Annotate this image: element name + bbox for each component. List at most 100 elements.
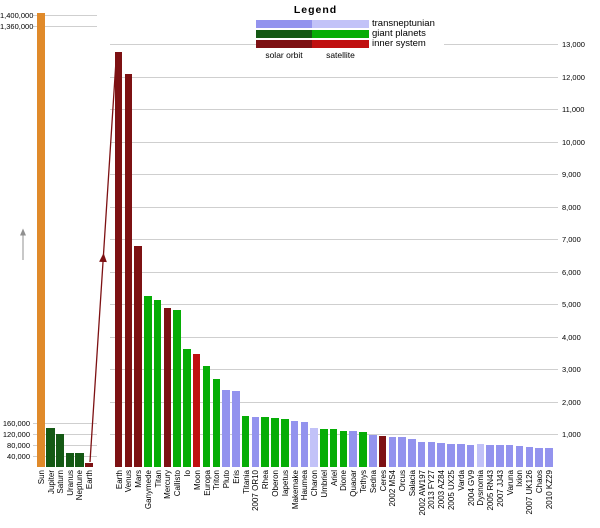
bar-dione [339, 430, 348, 467]
bar-europa [202, 365, 211, 467]
category-label: 2005 UX25 [447, 470, 457, 511]
legend-swatch-solar-orbit [256, 20, 312, 28]
bar-orcus [398, 437, 406, 467]
category-label: 2003 AZ84 [437, 470, 447, 509]
category-label: Eris [231, 470, 241, 484]
category-label: Ceres [378, 470, 388, 492]
category-label: Triton [212, 470, 222, 491]
gridline [110, 174, 558, 175]
gridline [110, 336, 558, 338]
bar-titania [241, 415, 250, 467]
y-axis-tick-left: 80,000 [7, 440, 30, 450]
category-label: Tethys [359, 470, 368, 494]
category-label: Haumea [300, 470, 310, 501]
category-label: Makemake [290, 470, 300, 510]
gridline [33, 422, 97, 424]
category-label: 2013 FY27 [427, 470, 437, 510]
bar-chaos [535, 447, 543, 467]
y-axis-tick-left: 1,360,000 [0, 21, 34, 31]
gridline [33, 455, 97, 457]
bar-oberon [271, 417, 279, 467]
legend-swatch-satellite [312, 40, 369, 48]
category-label: Chaos [535, 470, 545, 494]
category-label: Pluto [222, 470, 232, 489]
bar-titan [153, 299, 162, 467]
bar-moon [192, 354, 201, 467]
y-axis-tick-right: 6,000 [562, 267, 581, 277]
bar-saturn [55, 433, 65, 467]
bar-earth [114, 52, 123, 467]
y-axis-tick-right: 13,000 [562, 40, 585, 49]
category-label: Uranus [65, 470, 75, 496]
category-label: 2004 GV9 [466, 470, 476, 507]
category-label: 2007 JJ43 [495, 470, 505, 507]
category-label: Quaoar [349, 470, 359, 497]
legend-swatch-satellite [312, 20, 369, 28]
bar-sun [36, 13, 46, 467]
legend-row-label: giant planets [369, 29, 426, 39]
bar-ixion [515, 445, 524, 467]
bar-varuna [505, 445, 514, 467]
category-label: Salacia [407, 470, 417, 497]
legend-row-label: inner system [369, 39, 426, 49]
bar-varda [457, 444, 465, 467]
category-label: 2007 OR10 [251, 470, 261, 511]
bar-2002-aw197 [417, 442, 426, 467]
category-label: Titania [241, 470, 251, 494]
gridline [110, 271, 558, 273]
bar-dysnomia [476, 444, 485, 467]
gridline [110, 369, 558, 370]
category-label: 2002 AW197 [417, 470, 427, 516]
y-axis-tick-right: 7,000 [562, 235, 581, 244]
gridline [33, 25, 97, 27]
category-label: Dysnomia [476, 470, 486, 506]
category-label: Sun [37, 470, 46, 485]
gridline [110, 109, 558, 110]
category-label: Saturn [56, 470, 66, 494]
gridline [110, 239, 558, 240]
bar-umbriel [320, 429, 328, 467]
gridline [33, 444, 97, 446]
category-label: Titan [153, 470, 163, 488]
legend-swatch-solar-orbit [256, 30, 312, 38]
bar-triton [212, 379, 221, 467]
bar-salacia [408, 439, 416, 467]
category-label: Jupiter [46, 470, 56, 495]
category-label: Io [182, 470, 192, 477]
bar-uranus [65, 452, 75, 467]
category-label: Rhea [261, 470, 271, 490]
category-label: Sedna [368, 470, 378, 494]
category-label: Ariel [329, 470, 339, 487]
bar-quaoar [349, 430, 357, 467]
bar-2005-ux25 [447, 444, 455, 467]
legend-row: giant planets [256, 29, 444, 39]
category-label: Europa [202, 470, 212, 496]
category-label: Varuna [505, 470, 515, 496]
legend-swatch-satellite [312, 30, 369, 38]
bar-rhea [261, 417, 269, 467]
category-label: Mercury [163, 470, 173, 499]
bar-makemake [290, 420, 299, 467]
bar-sedna [369, 434, 377, 467]
bar-2005-rn43 [486, 444, 494, 467]
bar-2002-ms4 [388, 436, 397, 467]
category-label: Moon [192, 470, 202, 491]
category-label: Earth [85, 470, 94, 490]
gridline [110, 141, 558, 143]
category-label: Earth [114, 470, 124, 490]
gridline [110, 304, 558, 305]
bar-2004-gv9 [466, 444, 475, 467]
gridline [110, 401, 558, 403]
legend-rows: transneptunian giant planets inner system [256, 19, 444, 49]
bar-pluto [222, 389, 230, 467]
bar-tethys [359, 432, 367, 467]
bar-jupiter [46, 427, 55, 467]
bar-ariel [329, 429, 338, 467]
y-axis-tick-left: 40,000 [7, 451, 30, 461]
category-label: 2005 RN43 [486, 470, 496, 511]
category-label: 2010 KZ29 [544, 470, 554, 510]
legend-col-satellite: satellite [326, 50, 355, 60]
category-label: Iapetus [280, 470, 290, 497]
category-label: Neptune [75, 470, 85, 501]
